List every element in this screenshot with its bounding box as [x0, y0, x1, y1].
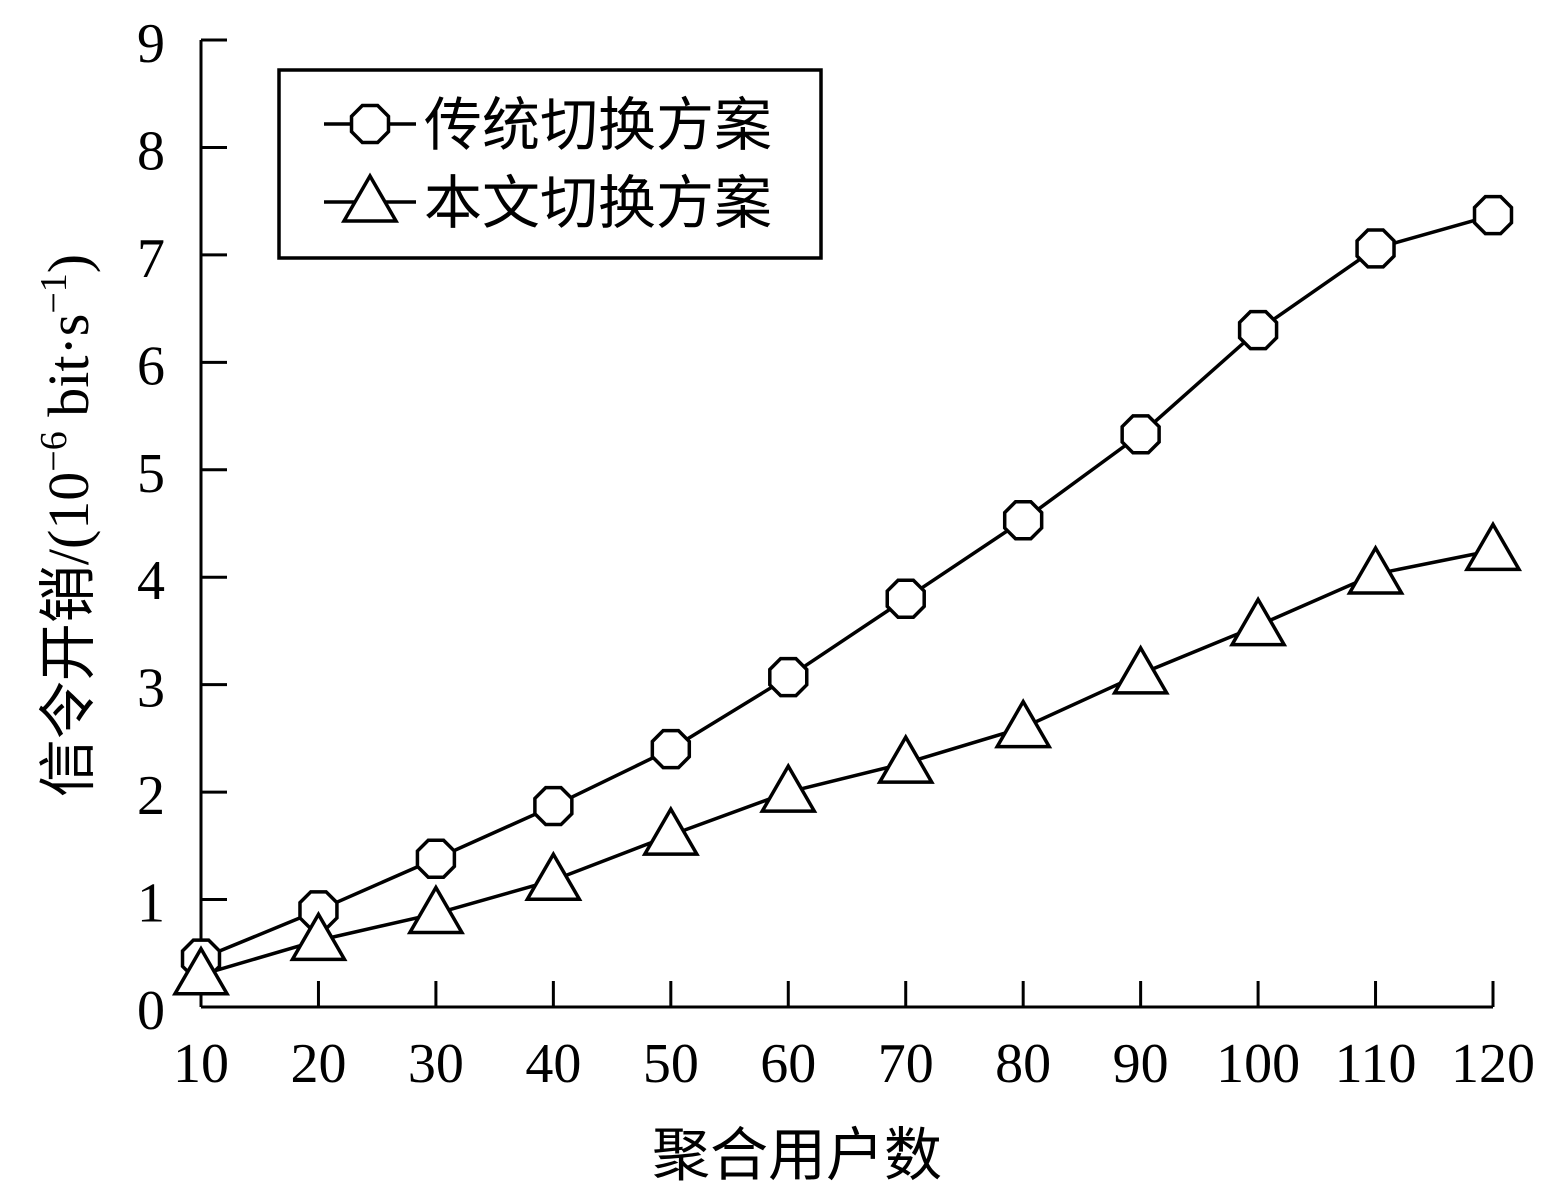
data-point: [1111, 644, 1170, 695]
legend-label: 本文切换方案: [424, 171, 772, 236]
y-label-exponent-2: −1: [33, 273, 75, 313]
y-tick-label: 3: [137, 658, 165, 720]
x-tick-label: 30: [408, 1033, 464, 1095]
legend-item: 传统切换方案: [324, 93, 772, 158]
y-ticks: 0 1 2 3 4 5 6 7 8 9: [137, 13, 227, 1042]
data-point: [1463, 520, 1523, 572]
legend-label: 传统切换方案: [424, 93, 772, 158]
series-line: [200, 213, 1494, 961]
data-point: [1120, 414, 1161, 455]
data-point: [641, 805, 700, 856]
data-point: [1355, 228, 1396, 269]
data-point: [1346, 544, 1405, 595]
data-point: [768, 656, 809, 698]
x-tick-label: 120: [1451, 1033, 1535, 1095]
legend-marker: [349, 103, 391, 145]
data-point: [876, 733, 935, 784]
legend-marker: [340, 172, 400, 223]
data-point: [406, 884, 465, 935]
y-tick-label: 1: [137, 873, 165, 935]
y-label-exponent-1: −6: [33, 431, 75, 471]
x-axis-label: 聚合用户数: [652, 1123, 942, 1188]
legend-item: 本文切换方案: [324, 171, 772, 236]
series-1: [180, 194, 1514, 979]
data-point: [1237, 309, 1279, 351]
y-tick-label: 4: [137, 550, 165, 612]
x-tick-label: 20: [290, 1033, 346, 1095]
data-point: [524, 850, 583, 901]
data-point: [650, 728, 692, 770]
y-tick-label: 0: [137, 980, 165, 1042]
series-layer: [171, 194, 1523, 996]
data-point: [1472, 194, 1514, 236]
x-tick-label: 40: [525, 1033, 581, 1095]
axes: [199, 40, 1493, 1009]
y-tick-label: 7: [137, 228, 165, 290]
data-point: [1002, 500, 1044, 541]
x-tick-label: 90: [1113, 1033, 1169, 1095]
data-point: [759, 762, 818, 813]
y-tick-label: 2: [137, 765, 165, 827]
x-tick-label: 10: [173, 1033, 229, 1095]
x-tick-label: 100: [1216, 1033, 1300, 1095]
x-tick-label: 110: [1335, 1033, 1417, 1095]
y-tick-label: 9: [137, 13, 165, 75]
y-tick-label: 5: [137, 443, 165, 505]
y-axis-label: 信令开销/(10−6 bit·s−1): [33, 254, 101, 797]
y-label-suffix: ): [36, 254, 101, 273]
series-line: [200, 548, 1494, 977]
data-point: [171, 945, 231, 996]
data-point: [885, 578, 926, 619]
data-point: [533, 785, 574, 827]
x-tick-label: 60: [760, 1033, 816, 1095]
x-tick-label: 50: [643, 1033, 699, 1095]
y-label-prefix: 信令开销/(10: [36, 472, 101, 797]
y-tick-label: 6: [137, 335, 165, 397]
data-point: [289, 910, 348, 962]
x-ticks: 10 20 30 40 50 60 70 80 90 100 110 120: [173, 981, 1535, 1095]
data-point: [994, 698, 1053, 749]
legend-box: [277, 68, 823, 260]
x-tick-label: 80: [995, 1033, 1051, 1095]
y-tick-label: 8: [137, 120, 165, 182]
y-label-middle: bit·s: [36, 314, 101, 432]
x-tick-label: 70: [878, 1033, 934, 1095]
series-2: [171, 520, 1523, 996]
data-point: [415, 838, 457, 879]
data-point: [1229, 596, 1288, 647]
